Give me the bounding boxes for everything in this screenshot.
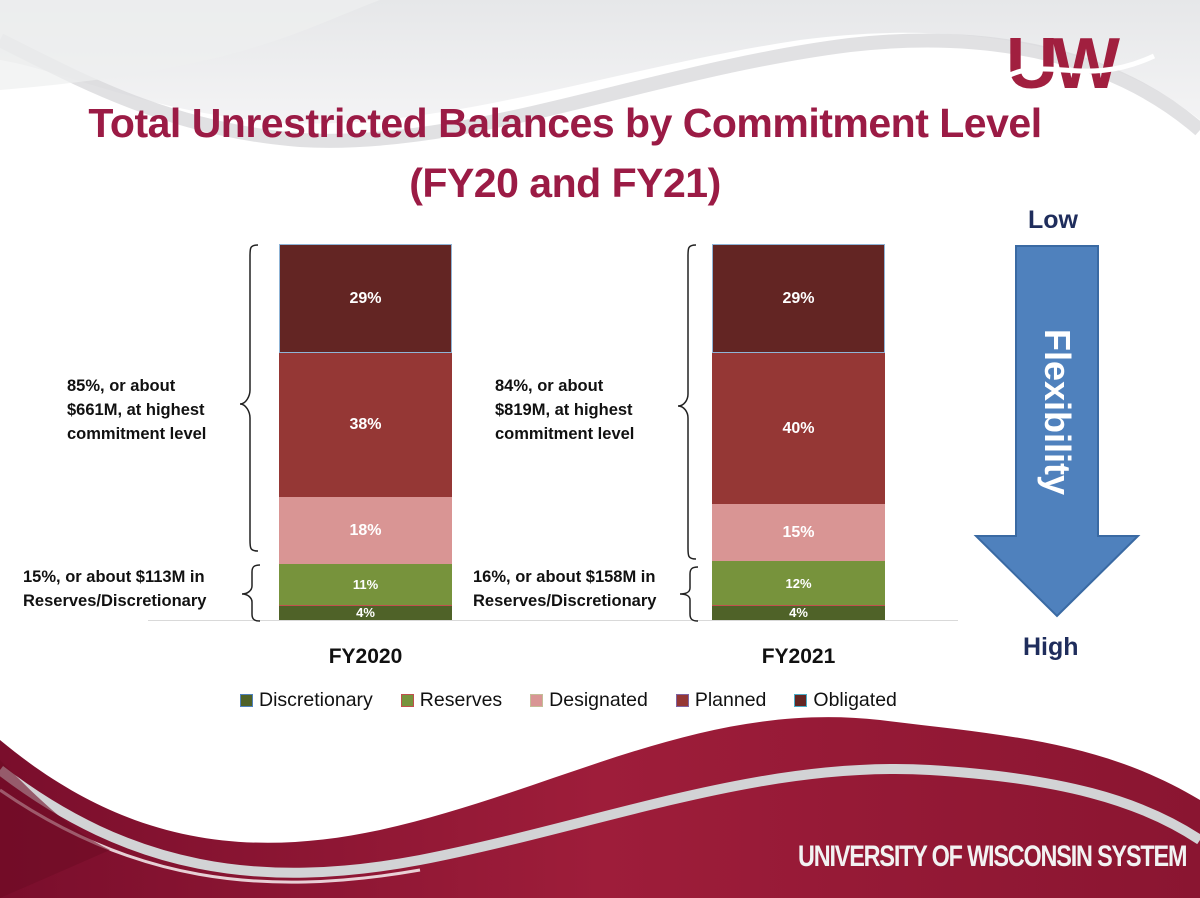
legend-item-discretionary: Discretionary xyxy=(240,689,373,712)
swatch-reserves xyxy=(400,694,414,707)
flexibility-label: Flexibility xyxy=(1037,328,1078,496)
annotation-fy2020-low: 15%, or about $113M in Reserves/Discreti… xyxy=(23,568,207,610)
category-label-fy2021: FY2021 xyxy=(761,645,836,668)
flexibility-down-arrow-icon xyxy=(973,245,1141,618)
brace-fy2021-low xyxy=(679,566,699,622)
annotation-fy2021-high: 84%, or about $819M, at highest commitme… xyxy=(495,377,635,443)
annotation-fy2021-low: 16%, or about $158M in Reserves/Discreti… xyxy=(473,568,657,610)
swatch-discretionary xyxy=(240,694,253,707)
chart-title-line-1: Total Unrestricted Balances by Commitmen… xyxy=(88,100,1042,146)
chart-legend: Discretionary Reserves Designated Planne… xyxy=(240,689,897,712)
legend-item-reserves: Reserves xyxy=(400,689,502,712)
segment-discretionary: 4% xyxy=(279,605,452,620)
swatch-planned xyxy=(675,694,689,707)
legend-item-designated: Designated xyxy=(530,689,648,712)
segment-obligated: 29% xyxy=(712,244,885,353)
segment-designated: 18% xyxy=(279,497,452,564)
footer-organization: UNIVERSITY OF WISCONSIN SYSTEM xyxy=(798,840,1187,873)
bar-fy2020: 29% 38% 18% 11% 4% xyxy=(279,244,452,620)
segment-designated: 15% xyxy=(712,504,885,561)
segment-planned: 40% xyxy=(712,353,885,504)
swatch-obligated xyxy=(794,694,808,707)
brace-fy2020-low xyxy=(241,564,261,622)
x-axis-line xyxy=(148,620,958,621)
uw-logo: UW xyxy=(1006,26,1156,96)
category-label-fy2020: FY2020 xyxy=(328,645,403,668)
annotation-fy2020-high: 85%, or about $661M, at highest commitme… xyxy=(67,377,207,443)
svg-text:UW: UW xyxy=(1006,26,1120,96)
chart-title-line-2: (FY20 and FY21) xyxy=(409,160,721,206)
brace-fy2021-high xyxy=(677,244,697,560)
segment-reserves: 11% xyxy=(279,564,452,606)
brace-fy2020-high xyxy=(239,244,259,552)
segment-planned: 38% xyxy=(279,353,452,497)
segment-reserves: 12% xyxy=(712,561,885,606)
legend-item-planned: Planned xyxy=(675,689,766,712)
flexibility-low-label: Low xyxy=(1028,206,1078,234)
segment-discretionary: 4% xyxy=(712,605,885,620)
swatch-designated xyxy=(530,694,544,707)
flexibility-high-label: High xyxy=(1023,633,1079,661)
segment-obligated: 29% xyxy=(279,244,452,353)
bar-fy2021: 29% 40% 15% 12% 4% xyxy=(712,244,885,620)
legend-item-obligated: Obligated xyxy=(794,689,897,712)
